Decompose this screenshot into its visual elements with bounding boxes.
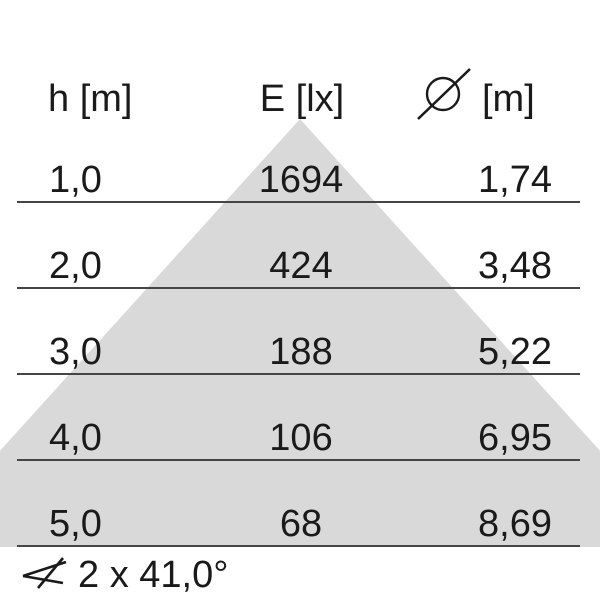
- diameter-value: 1,74: [478, 159, 552, 201]
- table-row: 4,0 106 6,95: [17, 407, 580, 461]
- column-header-diameter-unit: [m]: [482, 78, 535, 120]
- height-value: 5,0: [49, 503, 102, 545]
- diameter-value: 3,48: [478, 245, 552, 287]
- illuminance-value: 106: [269, 417, 333, 459]
- illuminance-value: 1694: [258, 159, 344, 201]
- table-row: 2,0 424 3,48: [17, 235, 580, 289]
- height-value: 4,0: [49, 417, 102, 459]
- diameter-icon: [417, 68, 471, 120]
- diameter-value: 6,95: [478, 417, 552, 459]
- light-cone-triangle: [0, 119, 600, 547]
- illuminance-value: 188: [269, 331, 333, 373]
- table-row: 5,0 68 8,69: [17, 493, 580, 547]
- diameter-value: 8,69: [478, 503, 552, 545]
- diameter-value: 5,22: [478, 331, 552, 373]
- height-value: 2,0: [49, 245, 102, 287]
- table-row: 1,0 1694 1,74: [17, 149, 580, 203]
- table-row: 3,0 188 5,22: [17, 321, 580, 375]
- beam-angle-label: 2 x 41,0°: [78, 554, 229, 596]
- height-value: 1,0: [49, 159, 102, 201]
- column-header-illuminance: E [lx]: [259, 78, 345, 120]
- illuminance-value: 424: [269, 245, 333, 287]
- beam-angle-icon: [22, 557, 67, 589]
- illuminance-value: 68: [279, 503, 323, 545]
- height-value: 3,0: [49, 331, 102, 373]
- column-header-height: h [m]: [48, 78, 133, 120]
